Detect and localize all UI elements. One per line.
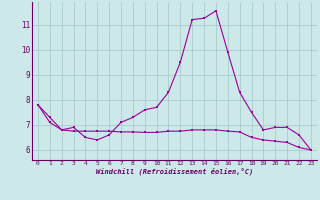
X-axis label: Windchill (Refroidissement éolien,°C): Windchill (Refroidissement éolien,°C): [96, 168, 253, 175]
